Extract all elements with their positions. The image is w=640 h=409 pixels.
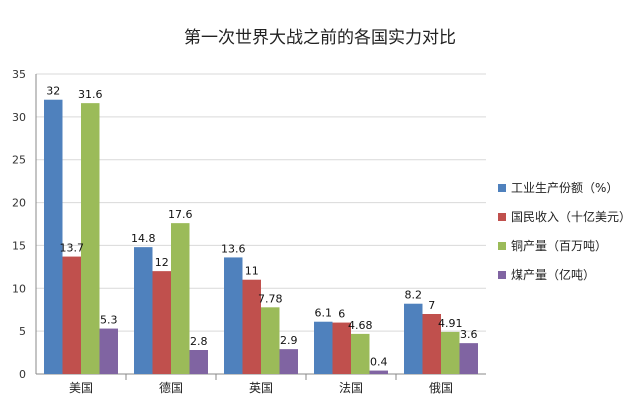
y-tick-label: 20 xyxy=(12,197,26,210)
data-label: 6.1 xyxy=(315,307,333,320)
data-label: 12 xyxy=(155,256,169,269)
data-label: 2.9 xyxy=(280,334,298,347)
data-label: 13.7 xyxy=(60,242,85,255)
x-tick-label: 俄国 xyxy=(429,381,453,395)
bar xyxy=(369,370,388,374)
data-label: 2.8 xyxy=(190,335,208,348)
x-tick-label: 美国 xyxy=(69,381,93,395)
bar xyxy=(44,99,63,374)
bar xyxy=(134,247,153,374)
bar xyxy=(99,328,118,374)
bar xyxy=(224,257,243,374)
legend-swatch xyxy=(498,242,506,250)
data-label: 6 xyxy=(338,308,345,321)
legend-label: 铜产量（百万吨） xyxy=(511,238,607,253)
x-axis: 美国 德国 英国 法国 俄国 xyxy=(69,374,453,395)
bar xyxy=(332,322,351,374)
data-label: 4.68 xyxy=(348,319,373,332)
bar xyxy=(152,271,171,374)
legend-label: 国民收入（十亿美元） xyxy=(511,209,631,224)
data-label: 7 xyxy=(428,299,435,312)
data-label: 4.91 xyxy=(438,317,463,330)
data-label: 13.6 xyxy=(221,242,246,255)
x-tick-label: 法国 xyxy=(339,381,363,395)
bar xyxy=(189,350,208,374)
legend: 工业生产份额（%） 国民收入（十亿美元） 铜产量（百万吨） 煤产量（亿吨） xyxy=(498,181,631,282)
data-labels: 32 13.7 31.6 5.3 14.8 12 17.6 2.8 13.6 11 7.78 2.9 6… xyxy=(46,85,477,369)
data-label: 31.6 xyxy=(78,88,103,101)
bar xyxy=(279,349,298,374)
data-label: 11 xyxy=(245,265,259,278)
bar xyxy=(351,333,370,374)
data-label: 17.6 xyxy=(168,208,193,221)
bar xyxy=(459,343,478,374)
x-tick-label: 德国 xyxy=(159,380,183,395)
y-tick-label: 30 xyxy=(12,111,26,124)
legend-swatch xyxy=(498,271,506,279)
data-label: 14.8 xyxy=(131,232,156,245)
bar xyxy=(171,223,190,374)
y-tick-label: 10 xyxy=(12,282,26,295)
chart-title: 第一次世界大战之前的各国实力对比 xyxy=(184,28,456,48)
bar xyxy=(242,279,261,374)
y-tick-label: 35 xyxy=(12,68,26,81)
data-label: 7.78 xyxy=(258,292,283,305)
legend-swatch xyxy=(498,184,506,192)
bar xyxy=(314,321,333,374)
bar xyxy=(404,303,423,374)
data-label: 0.4 xyxy=(370,356,388,369)
legend-swatch xyxy=(498,213,506,221)
y-axis: 0 5 10 15 20 25 30 35 xyxy=(12,68,37,381)
bar xyxy=(422,314,441,374)
bar xyxy=(261,307,280,374)
bar xyxy=(62,256,81,374)
legend-label: 工业生产份额（%） xyxy=(511,181,618,195)
bar xyxy=(81,103,100,375)
y-tick-label: 5 xyxy=(19,325,26,338)
y-tick-label: 25 xyxy=(12,154,26,167)
data-label: 32 xyxy=(46,85,60,98)
bar xyxy=(441,331,460,374)
y-tick-label: 0 xyxy=(19,368,26,381)
x-tick-label: 英国 xyxy=(249,381,273,395)
data-label: 3.6 xyxy=(460,328,478,341)
bars xyxy=(44,99,478,375)
data-label: 8.2 xyxy=(405,289,423,302)
data-label: 5.3 xyxy=(100,314,118,327)
y-tick-label: 15 xyxy=(12,239,26,252)
legend-label: 煤产量（亿吨） xyxy=(511,267,595,282)
